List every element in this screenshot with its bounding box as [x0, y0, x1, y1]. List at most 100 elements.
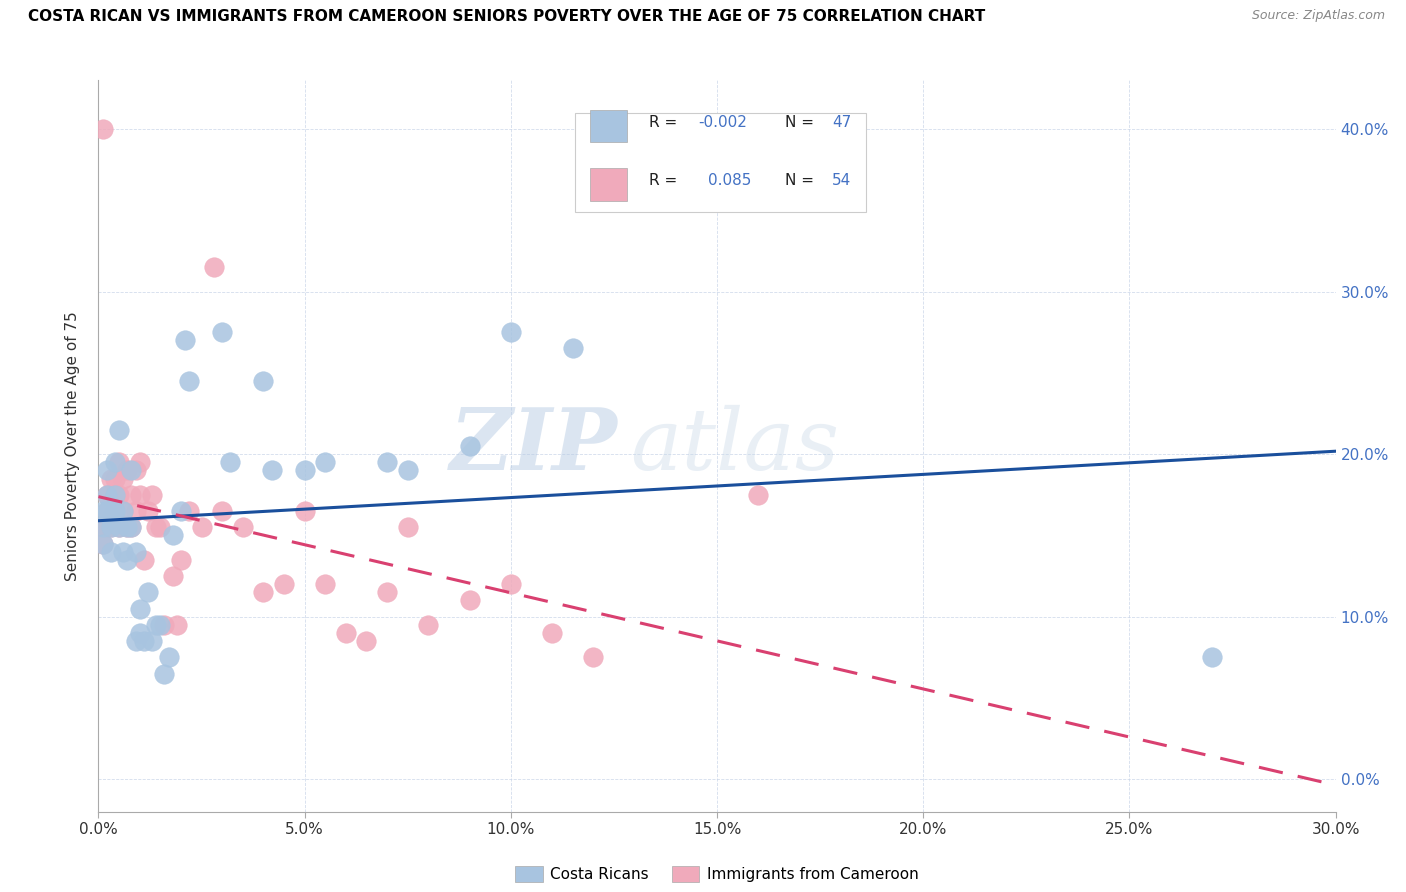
Point [162, 569, 184, 583]
Point [458, 593, 481, 607]
Text: N =: N = [785, 173, 818, 188]
Point [104, 488, 127, 502]
Point [96, 488, 118, 502]
Point [108, 488, 131, 502]
Point [112, 544, 135, 558]
Point [112, 471, 135, 485]
Point [273, 577, 295, 591]
Point [120, 520, 142, 534]
Point [104, 455, 127, 469]
Point [141, 488, 163, 502]
Text: COSTA RICAN VS IMMIGRANTS FROM CAMEROON SENIORS POVERTY OVER THE AGE OF 75 CORRE: COSTA RICAN VS IMMIGRANTS FROM CAMEROON … [28, 9, 986, 24]
Point [100, 504, 122, 518]
Point [96, 463, 118, 477]
Point [128, 626, 150, 640]
Point [252, 374, 274, 388]
Point [149, 617, 172, 632]
Y-axis label: Seniors Poverty Over the Age of 75: Seniors Poverty Over the Age of 75 [65, 311, 80, 581]
Point [314, 455, 336, 469]
Point [149, 520, 172, 534]
Text: 54: 54 [832, 173, 852, 188]
Point [170, 553, 193, 567]
Point [104, 504, 127, 518]
Text: R =: R = [650, 173, 688, 188]
Point [128, 488, 150, 502]
Point [747, 488, 769, 502]
Point [104, 488, 127, 502]
Point [117, 553, 139, 567]
Point [561, 342, 583, 356]
Point [294, 463, 316, 477]
Point [100, 471, 122, 485]
Point [108, 520, 131, 534]
Text: 0.085: 0.085 [709, 173, 752, 188]
Point [117, 520, 139, 534]
Point [104, 471, 127, 485]
Point [120, 520, 142, 534]
Point [132, 634, 155, 648]
Point [162, 528, 184, 542]
Point [120, 488, 142, 502]
Point [128, 601, 150, 615]
Point [120, 463, 142, 477]
Point [96, 520, 118, 534]
Point [124, 544, 146, 558]
Point [170, 504, 193, 518]
Point [112, 504, 135, 518]
Point [145, 617, 167, 632]
Point [100, 512, 122, 526]
Point [418, 617, 440, 632]
Point [124, 504, 146, 518]
Point [499, 325, 522, 339]
Point [541, 626, 564, 640]
Point [100, 544, 122, 558]
Point [211, 504, 233, 518]
Point [335, 626, 357, 640]
Point [153, 617, 176, 632]
Point [124, 634, 146, 648]
Text: ZIP: ZIP [450, 404, 619, 488]
Point [219, 455, 242, 469]
Point [112, 504, 135, 518]
Legend: Costa Ricans, Immigrants from Cameroon: Costa Ricans, Immigrants from Cameroon [509, 860, 925, 888]
Point [179, 374, 201, 388]
FancyBboxPatch shape [589, 110, 627, 143]
Point [100, 504, 122, 518]
Point [294, 504, 316, 518]
Point [96, 504, 118, 518]
Point [190, 520, 212, 534]
Point [91, 520, 114, 534]
Point [211, 325, 233, 339]
Text: N =: N = [785, 115, 818, 129]
Point [582, 650, 605, 665]
Point [260, 463, 283, 477]
Point [91, 520, 114, 534]
Point [396, 463, 419, 477]
Point [157, 650, 180, 665]
FancyBboxPatch shape [575, 113, 866, 212]
Text: R =: R = [650, 115, 682, 129]
Point [128, 455, 150, 469]
Point [91, 122, 114, 136]
Point [91, 536, 114, 550]
Point [252, 585, 274, 599]
Point [104, 504, 127, 518]
Point [96, 504, 118, 518]
Point [314, 577, 336, 591]
Point [91, 536, 114, 550]
Point [100, 520, 122, 534]
Point [174, 334, 197, 348]
Point [375, 585, 398, 599]
Point [179, 504, 201, 518]
Point [375, 455, 398, 469]
Point [202, 260, 225, 275]
Point [117, 463, 139, 477]
Point [141, 634, 163, 648]
Point [108, 520, 131, 534]
Point [499, 577, 522, 591]
Point [108, 455, 131, 469]
Point [91, 504, 114, 518]
Point [396, 520, 419, 534]
Point [108, 423, 131, 437]
Point [458, 439, 481, 453]
